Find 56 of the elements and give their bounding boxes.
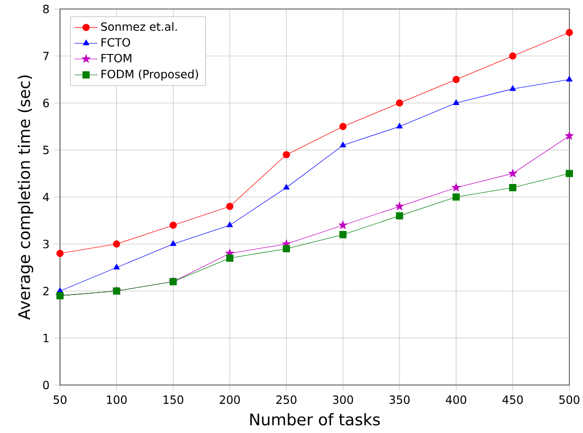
y-tick-label: 8 [43, 4, 49, 14]
point [283, 184, 290, 190]
point [510, 85, 516, 91]
point [509, 184, 516, 192]
point [56, 250, 64, 258]
point [452, 193, 460, 201]
point [170, 240, 176, 246]
point [566, 170, 573, 178]
point [226, 222, 233, 228]
x-tick-label: 400 [446, 395, 466, 404]
x-axis-title: Number of tasks [250, 413, 380, 426]
x-tick-label: 350 [390, 395, 410, 404]
y-axis-title: Average completion time (sec) [18, 75, 34, 320]
x-tick-label: 250 [276, 395, 296, 404]
point [170, 222, 177, 229]
point [566, 28, 573, 36]
point [508, 168, 518, 178]
point [566, 76, 572, 82]
y-tick-label: 7 [43, 52, 49, 60]
point [452, 183, 461, 192]
y-tick-label: 6 [43, 98, 49, 108]
point [509, 52, 516, 60]
point [395, 202, 404, 210]
y-tick-label: 5 [43, 146, 49, 154]
x-tick-label: 200 [220, 395, 240, 404]
y-tick-label: 2 [43, 286, 48, 296]
y-tick-label: 1 [44, 334, 49, 342]
x-tick-label: 450 [502, 395, 523, 404]
point [339, 231, 347, 238]
point [452, 76, 460, 84]
legend-label: Sonmez et.al. [101, 22, 177, 31]
legend-label: FTOM [102, 54, 132, 62]
y-tick-label: 0 [43, 380, 49, 390]
legend-label: FCTO [102, 38, 130, 47]
point [113, 264, 120, 270]
point [396, 99, 404, 107]
point [564, 131, 574, 140]
point [452, 99, 460, 105]
point [226, 202, 234, 210]
point [282, 245, 290, 252]
point [396, 212, 404, 220]
x-tick-label: 500 [559, 395, 580, 404]
point [338, 220, 348, 229]
x-tick-label: 50 [54, 395, 66, 404]
point [339, 122, 347, 130]
point [340, 142, 346, 148]
point [396, 122, 403, 128]
legend-label: FODM (Proposed) [102, 70, 198, 81]
point [226, 254, 234, 262]
y-tick-label: 4 [42, 192, 49, 202]
x-tick-label: 150 [164, 395, 184, 404]
point [112, 240, 120, 248]
x-tick-label: 300 [333, 395, 354, 404]
x-tick-label: 100 [107, 395, 127, 404]
y-tick-label: 3 [43, 240, 49, 248]
point [282, 151, 290, 158]
